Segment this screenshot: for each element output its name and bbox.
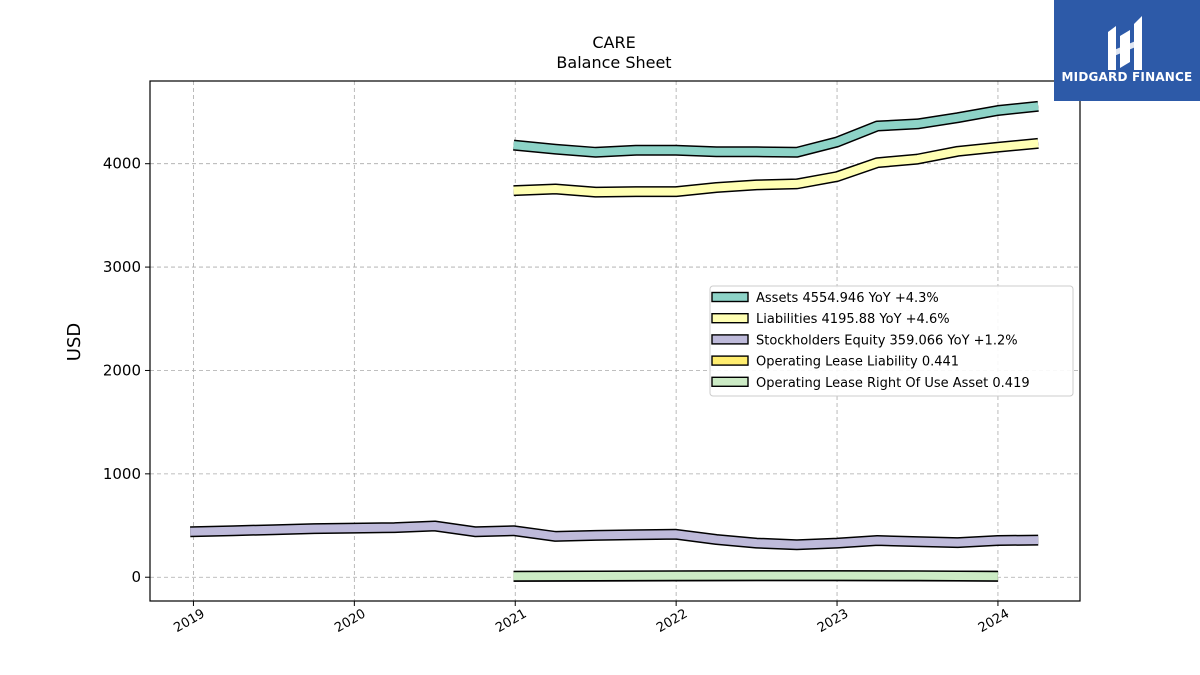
y-tick-label: 0 (131, 568, 141, 586)
legend-entry: Operating Lease Liability 0.441 (711, 355, 959, 370)
legend-swatch (711, 313, 749, 324)
legend-swatch (711, 355, 749, 366)
legend-label: Stockholders Equity 359.066 YoY +1.2% (756, 333, 1018, 348)
series-line-stockholders-equity (190, 522, 1039, 549)
legend-entry: Assets 4554.946 YoY +4.3% (711, 291, 939, 306)
legend-entry: Operating Lease Right Of Use Asset 0.419 (711, 376, 1030, 391)
brand-name: MIDGARD FINANCE (1061, 70, 1193, 84)
x-tick-label: 2019 (171, 606, 207, 636)
y-tick-label: 3000 (103, 258, 141, 276)
x-tick-label: 2022 (654, 606, 690, 636)
x-tick-label: 2020 (332, 606, 368, 636)
y-axis-label: USD (64, 323, 85, 361)
legend-swatch (711, 376, 749, 387)
x-tick-label: 2023 (815, 606, 851, 636)
series-line-liabilities (513, 139, 1039, 197)
legend-label: Operating Lease Right Of Use Asset 0.419 (756, 376, 1030, 391)
legend-swatch (711, 291, 749, 303)
series-line-operating-lease-right-of-use-asset (513, 571, 998, 581)
y-tick-label: 4000 (103, 155, 141, 173)
brand-logo: MIDGARD FINANCE (1054, 0, 1200, 101)
legend-swatch (711, 334, 749, 345)
series-lines (190, 100, 1039, 582)
chart-title: CARE (592, 33, 635, 52)
legend-entry: Liabilities 4195.88 YoY +4.6% (711, 312, 950, 327)
y-tick-label: 1000 (103, 465, 141, 483)
plot-frame (149, 80, 1081, 602)
legend-box (709, 285, 1074, 397)
x-tick-label: 2021 (493, 606, 529, 636)
legend-label: Liabilities 4195.88 YoY +4.6% (756, 312, 950, 327)
legend-label: Operating Lease Liability 0.441 (756, 355, 959, 370)
chart-subtitle: Balance Sheet (556, 53, 671, 72)
series-line-assets (513, 102, 1039, 157)
legend-label: Assets 4554.946 YoY +4.3% (756, 291, 939, 306)
y-tick-label: 2000 (103, 361, 141, 379)
brand-mark-icon (1108, 16, 1142, 70)
x-tick-label: 2024 (976, 606, 1012, 636)
series-outline-assets (513, 100, 1039, 158)
legend: Assets 4554.946 YoY +4.3% Liabilities 419… (709, 285, 1074, 397)
legend-entry: Stockholders Equity 359.066 YoY +1.2% (711, 333, 1018, 348)
